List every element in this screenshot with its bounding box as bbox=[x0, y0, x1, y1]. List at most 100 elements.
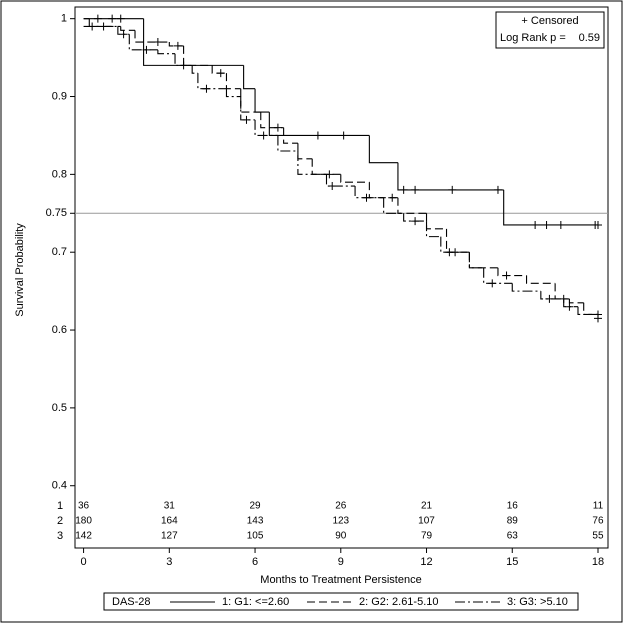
risk-count: 55 bbox=[592, 531, 604, 542]
risk-count: 16 bbox=[507, 501, 519, 512]
survival-step bbox=[311, 158, 341, 175]
survival-step bbox=[134, 30, 170, 43]
risk-count: 142 bbox=[75, 531, 92, 542]
survival-step bbox=[483, 267, 513, 284]
censor-mark bbox=[593, 220, 602, 229]
survival-step bbox=[368, 135, 398, 164]
survival-step bbox=[191, 65, 198, 74]
censor-mark bbox=[556, 220, 565, 229]
survival-step bbox=[511, 283, 541, 292]
risk-count: 89 bbox=[507, 516, 519, 527]
censor-mark bbox=[116, 14, 125, 23]
censor-mark bbox=[545, 294, 554, 303]
survival-step bbox=[354, 186, 384, 199]
y-tick-label: 0.6 bbox=[52, 324, 67, 336]
censor-mark bbox=[339, 131, 348, 140]
censor-mark bbox=[328, 182, 337, 191]
stats-box bbox=[495, 11, 605, 49]
survival-step bbox=[268, 112, 370, 136]
risk-count: 29 bbox=[249, 501, 261, 512]
censor-mark bbox=[88, 22, 97, 31]
x-tick-label: 12 bbox=[420, 556, 432, 568]
survival-step bbox=[277, 135, 298, 152]
legend bbox=[103, 592, 579, 611]
survival-step bbox=[243, 65, 256, 90]
survival-step bbox=[88, 18, 121, 28]
censor-mark bbox=[542, 220, 551, 229]
survival-step bbox=[240, 88, 261, 113]
risk-count: 180 bbox=[75, 516, 92, 527]
survival-step bbox=[468, 252, 484, 269]
censor-mark bbox=[259, 131, 268, 140]
survival-step bbox=[325, 174, 356, 187]
censor-note: + Censored bbox=[521, 15, 578, 27]
survival-step bbox=[297, 151, 327, 175]
censor-mark bbox=[565, 302, 574, 311]
risk-count: 105 bbox=[247, 531, 264, 542]
survival-step bbox=[225, 73, 241, 90]
risk-count: 127 bbox=[161, 531, 178, 542]
censor-mark bbox=[411, 185, 420, 194]
survival-step bbox=[577, 306, 598, 316]
y-tick-label: 0.75 bbox=[46, 207, 67, 219]
censor-mark bbox=[119, 30, 128, 39]
y-tick-label: 0.9 bbox=[52, 90, 67, 102]
survival-step bbox=[368, 182, 398, 199]
survival-step bbox=[583, 302, 598, 316]
legend-label: 1: G1: <=2.60 bbox=[222, 596, 289, 608]
censor-mark bbox=[313, 131, 322, 140]
survival-step bbox=[497, 267, 527, 277]
risk-count: 79 bbox=[421, 531, 433, 542]
test-label: Log Rank p = bbox=[500, 32, 566, 44]
censor-mark bbox=[593, 314, 602, 323]
survival-step bbox=[383, 197, 404, 214]
survival-step bbox=[568, 298, 584, 304]
risk-count: 143 bbox=[247, 516, 264, 527]
y-tick-label: 0.8 bbox=[52, 168, 67, 180]
survival-step bbox=[340, 174, 370, 183]
survival-step bbox=[425, 221, 441, 238]
survival-step bbox=[168, 42, 184, 47]
plot-area bbox=[74, 6, 609, 549]
survival-step bbox=[157, 49, 176, 55]
censor-mark bbox=[411, 217, 420, 226]
censor-mark bbox=[502, 271, 511, 280]
survival-step bbox=[240, 96, 256, 121]
x-tick-label: 18 bbox=[592, 556, 604, 568]
survival-step bbox=[440, 236, 470, 253]
censor-mark bbox=[445, 248, 454, 257]
survival-step bbox=[197, 73, 227, 90]
censor-mark bbox=[399, 185, 408, 194]
risk-count: 90 bbox=[335, 531, 347, 542]
risk-count: 11 bbox=[593, 501, 604, 512]
censor-mark bbox=[173, 41, 182, 50]
risk-row-label: 1 bbox=[57, 500, 63, 512]
risk-count: 76 bbox=[592, 516, 604, 527]
censor-mark bbox=[273, 123, 282, 132]
survival-step bbox=[211, 65, 227, 74]
censor-mark bbox=[531, 220, 540, 229]
risk-count: 31 bbox=[164, 501, 176, 512]
survival-step bbox=[563, 298, 578, 308]
risk-count: 26 bbox=[335, 501, 347, 512]
x-axis-title: Months to Treatment Persistence bbox=[260, 574, 421, 586]
censor-mark bbox=[108, 14, 117, 23]
censor-mark bbox=[362, 193, 371, 202]
survival-step bbox=[183, 45, 213, 66]
risk-count: 36 bbox=[78, 501, 90, 512]
censor-mark bbox=[493, 185, 502, 194]
legend-label: 2: G2: 2.61-5.10 bbox=[359, 596, 439, 608]
survival-step bbox=[526, 275, 556, 284]
legend-title: DAS-28 bbox=[112, 596, 151, 608]
y-tick-label: 0.5 bbox=[52, 402, 67, 414]
survival-step bbox=[254, 119, 278, 136]
test-value: 0.59 bbox=[579, 32, 600, 44]
survival-step bbox=[445, 228, 470, 253]
censor-mark bbox=[93, 14, 102, 23]
survival-step bbox=[540, 291, 564, 300]
censor-mark bbox=[448, 185, 457, 194]
x-tick-label: 3 bbox=[166, 556, 172, 568]
survival-step bbox=[503, 189, 598, 226]
